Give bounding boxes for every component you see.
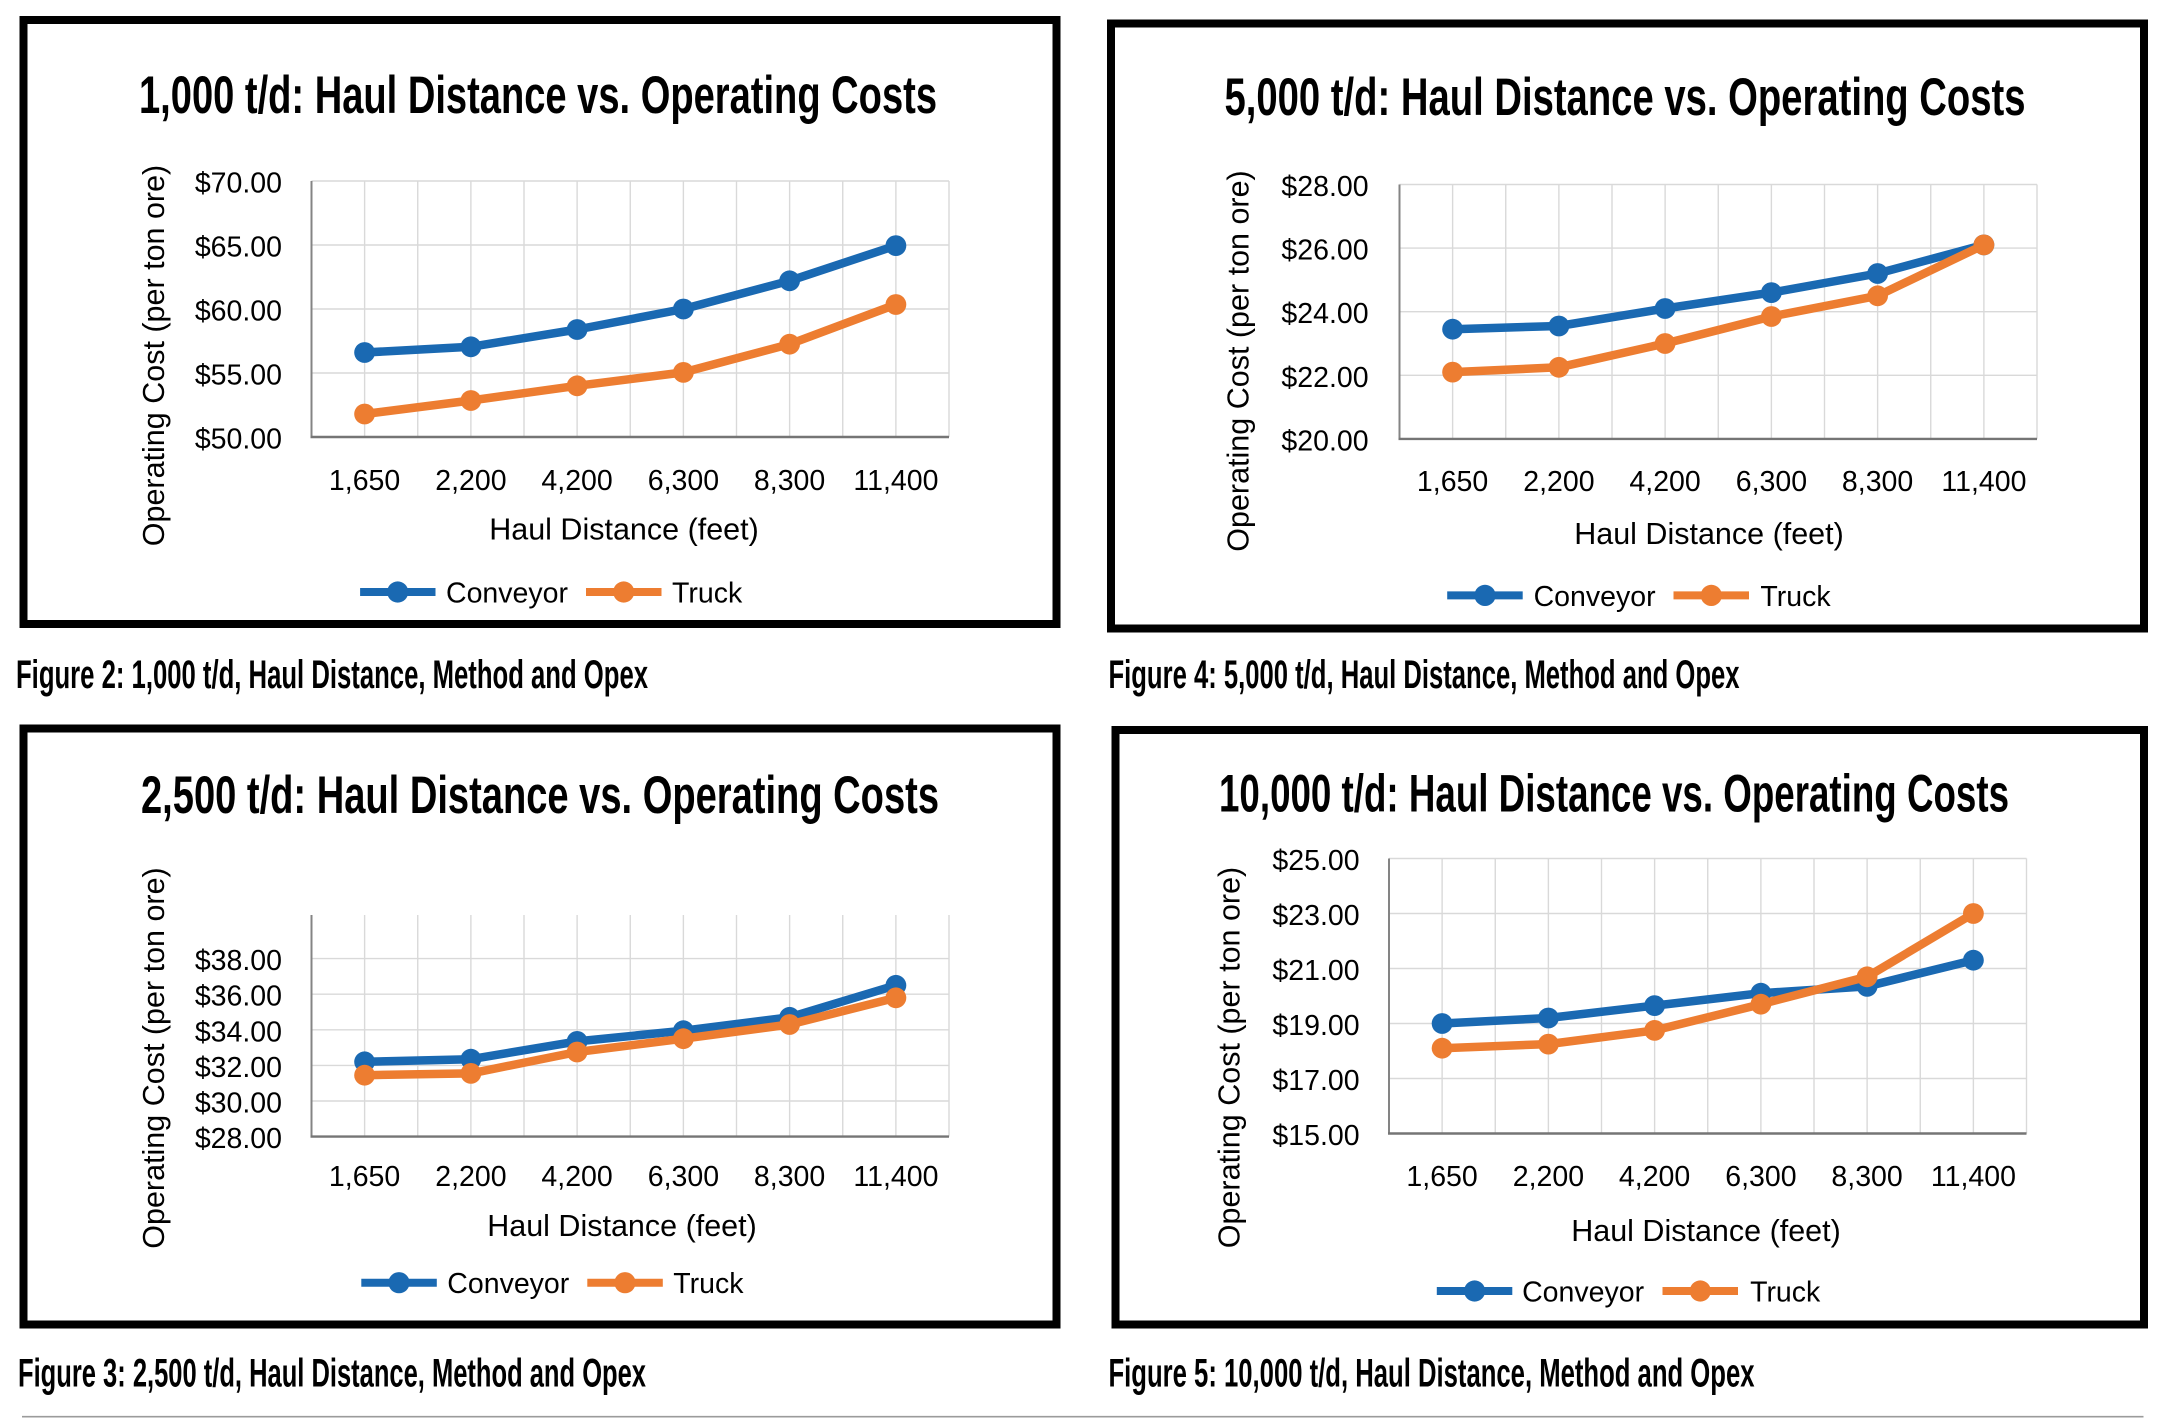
svg-text:Truck: Truck (673, 1268, 744, 1300)
svg-text:$24.00: $24.00 (1281, 298, 1368, 330)
svg-text:1,650: 1,650 (1406, 1161, 1477, 1193)
svg-text:6,300: 6,300 (648, 465, 719, 497)
svg-text:1,650: 1,650 (1417, 466, 1488, 498)
svg-text:Truck: Truck (1750, 1276, 1821, 1308)
svg-text:$50.00: $50.00 (195, 424, 282, 456)
svg-text:4,200: 4,200 (541, 465, 612, 497)
svg-text:$60.00: $60.00 (195, 296, 282, 328)
svg-text:$65.00: $65.00 (195, 232, 282, 264)
svg-text:Operating Cost (per ton ore): Operating Cost (per ton ore) (1213, 867, 1247, 1248)
svg-text:8,300: 8,300 (1831, 1161, 1902, 1193)
svg-text:1,650: 1,650 (329, 1161, 400, 1193)
svg-text:$15.00: $15.00 (1272, 1120, 1359, 1152)
svg-text:$32.00: $32.00 (195, 1052, 282, 1084)
svg-text:11,400: 11,400 (1941, 466, 2026, 498)
svg-text:Haul Distance (feet): Haul Distance (feet) (1571, 1214, 1841, 1248)
svg-text:11,400: 11,400 (853, 465, 938, 497)
svg-text:Conveyor: Conveyor (447, 1268, 569, 1300)
svg-text:Figure 5: 10,000 t/d, Haul Dis: Figure 5: 10,000 t/d, Haul Distance, Met… (1109, 1352, 1755, 1396)
svg-text:$28.00: $28.00 (1281, 171, 1368, 203)
svg-text:2,200: 2,200 (435, 1161, 506, 1193)
svg-text:Operating Cost (per ton ore): Operating Cost (per ton ore) (137, 867, 171, 1248)
svg-text:11,400: 11,400 (1931, 1161, 2016, 1193)
svg-text:1,000 t/d: Haul Distance vs. O: 1,000 t/d: Haul Distance vs. Operating C… (139, 66, 937, 125)
svg-text:5,000 t/d: Haul Distance vs. O: 5,000 t/d: Haul Distance vs. Operating C… (1225, 68, 2026, 127)
svg-text:11,400: 11,400 (853, 1161, 938, 1193)
svg-text:4,200: 4,200 (1619, 1161, 1690, 1193)
svg-text:Conveyor: Conveyor (1522, 1276, 1644, 1308)
svg-text:1,650: 1,650 (329, 465, 400, 497)
svg-text:6,300: 6,300 (1725, 1161, 1796, 1193)
svg-text:2,500 t/d: Haul Distance vs. O: 2,500 t/d: Haul Distance vs. Operating C… (141, 766, 939, 825)
svg-text:$21.00: $21.00 (1272, 955, 1359, 987)
svg-text:10,000 t/d: Haul Distance vs.: 10,000 t/d: Haul Distance vs. Operating … (1219, 765, 2009, 824)
svg-text:Haul Distance (feet): Haul Distance (feet) (487, 1209, 757, 1243)
svg-text:Operating Cost (per ton ore): Operating Cost (per ton ore) (1222, 170, 1256, 551)
svg-text:$25.00: $25.00 (1272, 845, 1359, 877)
svg-text:Truck: Truck (672, 577, 743, 609)
svg-text:Haul Distance (feet): Haul Distance (feet) (489, 513, 759, 547)
svg-text:8,300: 8,300 (1842, 466, 1913, 498)
svg-text:2,200: 2,200 (1523, 466, 1594, 498)
svg-text:Operating Cost (per ton ore): Operating Cost (per ton ore) (137, 165, 171, 546)
svg-text:$55.00: $55.00 (195, 360, 282, 392)
svg-text:Conveyor: Conveyor (1534, 581, 1656, 613)
svg-text:2,200: 2,200 (435, 465, 506, 497)
svg-text:Figure 2: 1,000 t/d, Haul Dist: Figure 2: 1,000 t/d, Haul Distance, Meth… (16, 653, 648, 697)
svg-text:Figure 4: 5,000 t/d, Haul Dist: Figure 4: 5,000 t/d, Haul Distance, Meth… (1109, 653, 1740, 697)
svg-text:8,300: 8,300 (754, 465, 825, 497)
svg-text:$38.00: $38.00 (195, 945, 282, 977)
svg-text:Truck: Truck (1760, 581, 1831, 613)
svg-text:8,300: 8,300 (754, 1161, 825, 1193)
svg-text:$26.00: $26.00 (1281, 235, 1368, 267)
svg-text:2,200: 2,200 (1513, 1161, 1584, 1193)
svg-text:$36.00: $36.00 (195, 981, 282, 1013)
svg-text:$23.00: $23.00 (1272, 900, 1359, 932)
svg-text:$22.00: $22.00 (1281, 362, 1368, 394)
svg-text:$19.00: $19.00 (1272, 1010, 1359, 1042)
svg-text:$20.00: $20.00 (1281, 425, 1368, 457)
svg-text:Conveyor: Conveyor (446, 577, 568, 609)
svg-text:4,200: 4,200 (1629, 466, 1700, 498)
svg-text:Figure 3: 2,500 t/d, Haul Dist: Figure 3: 2,500 t/d, Haul Distance, Meth… (18, 1352, 646, 1396)
svg-text:$30.00: $30.00 (195, 1088, 282, 1120)
svg-text:$28.00: $28.00 (195, 1123, 282, 1155)
svg-text:4,200: 4,200 (541, 1161, 612, 1193)
svg-text:6,300: 6,300 (648, 1161, 719, 1193)
svg-text:$17.00: $17.00 (1272, 1065, 1359, 1097)
svg-text:Haul Distance (feet): Haul Distance (feet) (1574, 517, 1844, 551)
svg-text:6,300: 6,300 (1736, 466, 1807, 498)
svg-text:$70.00: $70.00 (195, 168, 282, 200)
svg-text:$34.00: $34.00 (195, 1016, 282, 1048)
